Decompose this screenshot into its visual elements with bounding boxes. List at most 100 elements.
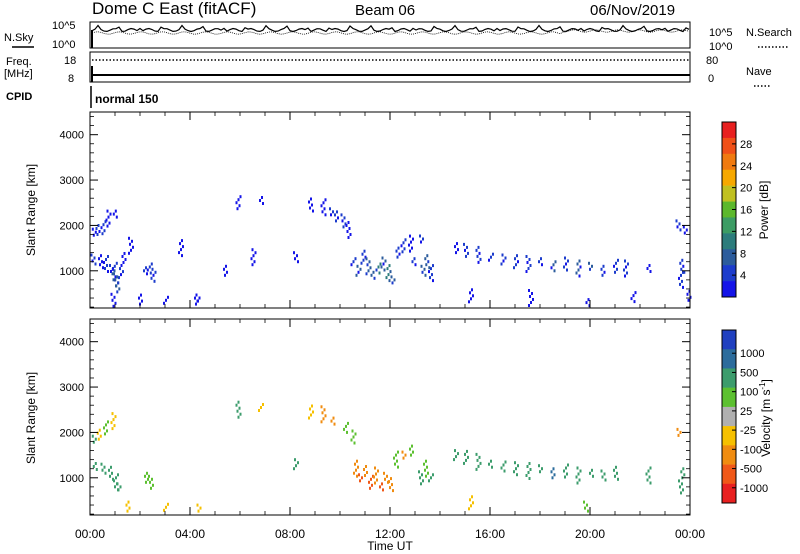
range-gate-cell bbox=[126, 509, 129, 513]
range-gate-cell bbox=[359, 267, 362, 271]
colorbar-swatch bbox=[722, 137, 736, 155]
range-gate-cell bbox=[107, 270, 109, 273]
range-gate-cell bbox=[102, 223, 105, 227]
range-gate-cell bbox=[123, 252, 126, 255]
range-gate-cell bbox=[550, 266, 553, 270]
y-tick-label: 2000 bbox=[60, 220, 84, 232]
range-gate-cell bbox=[366, 471, 368, 474]
range-gate-cell bbox=[430, 267, 432, 271]
range-gate-cell bbox=[514, 461, 516, 465]
range-gate-cell bbox=[114, 209, 117, 213]
range-gate-cell bbox=[538, 260, 540, 264]
range-gate-cell bbox=[167, 295, 169, 299]
range-gate-cell bbox=[374, 481, 376, 485]
range-gate-cell bbox=[310, 197, 312, 201]
range-gate-cell bbox=[293, 467, 295, 471]
x-tick-label: 04:00 bbox=[175, 527, 205, 541]
nsky-label: N.Sky bbox=[4, 32, 34, 44]
colorbar-swatch bbox=[722, 368, 736, 388]
range-gate-cell bbox=[129, 242, 131, 246]
range-gate-cell bbox=[309, 407, 311, 411]
range-gate-cell bbox=[583, 500, 585, 504]
range-gate-cell bbox=[110, 465, 112, 469]
range-gate-cell bbox=[122, 270, 124, 274]
range-gate-cell bbox=[237, 415, 240, 419]
range-gate-cell bbox=[646, 478, 649, 482]
range-gate-cell bbox=[488, 258, 490, 262]
range-gate-cell bbox=[429, 276, 431, 280]
range-gate-cell bbox=[152, 273, 155, 277]
range-gate-cell bbox=[500, 262, 503, 266]
range-gate-cell bbox=[357, 465, 359, 469]
range-gate-cell bbox=[373, 475, 375, 479]
range-gate-cell bbox=[355, 468, 357, 472]
range-gate-cell bbox=[90, 253, 93, 257]
range-gate-cell bbox=[475, 452, 478, 456]
range-gate-cell bbox=[332, 210, 334, 214]
range-gate-cell bbox=[513, 266, 515, 270]
range-gate-cell bbox=[312, 410, 314, 414]
range-gate-cell bbox=[97, 224, 100, 227]
range-gate-cell bbox=[563, 469, 565, 473]
range-gate-cell bbox=[464, 248, 466, 252]
colorbar-swatch bbox=[722, 217, 736, 234]
range-gate-cell bbox=[591, 468, 593, 472]
range-gate-cell bbox=[148, 474, 150, 478]
range-gate-cell bbox=[552, 263, 555, 267]
range-gate-cell bbox=[259, 199, 261, 202]
range-gate-cell bbox=[115, 284, 118, 288]
range-gate-cell bbox=[297, 260, 299, 264]
range-gate-cell bbox=[346, 430, 348, 434]
range-gate-cell bbox=[397, 465, 399, 469]
range-gate-cell bbox=[151, 477, 153, 481]
range-gate-cell bbox=[138, 296, 140, 300]
range-gate-cell bbox=[431, 273, 433, 277]
range-gate-cell bbox=[616, 267, 618, 271]
velocity-axes: 1000 2000 3000 4000 bbox=[60, 319, 691, 515]
range-gate-cell bbox=[113, 295, 116, 299]
range-gate-cell bbox=[578, 259, 581, 263]
range-gate-cell bbox=[647, 469, 650, 473]
range-gate-cell bbox=[381, 256, 384, 260]
range-gate-cell bbox=[369, 266, 372, 270]
range-gate-cell bbox=[683, 270, 686, 274]
range-gate-cell bbox=[687, 298, 690, 302]
range-gate-cell bbox=[122, 261, 125, 264]
range-gate-cell bbox=[616, 471, 618, 475]
range-gate-cell bbox=[565, 466, 567, 470]
range-gate-cell bbox=[144, 474, 146, 478]
range-gate-cell bbox=[110, 292, 113, 296]
range-gate-cell bbox=[262, 403, 264, 406]
range-gate-cell bbox=[683, 231, 686, 235]
range-gate-cell bbox=[112, 212, 115, 216]
x-axis-label: Time UT bbox=[367, 539, 413, 553]
range-gate-cell bbox=[393, 456, 395, 460]
range-gate-cell bbox=[103, 229, 106, 233]
range-gate-cell bbox=[531, 292, 533, 295]
colorbar-swatch bbox=[722, 349, 736, 369]
range-gate-cell bbox=[131, 239, 133, 243]
range-gate-cell bbox=[147, 477, 149, 481]
range-gate-cell bbox=[113, 479, 115, 483]
range-gate-cell bbox=[432, 279, 434, 283]
range-gate-cell bbox=[92, 465, 95, 468]
range-gate-cell bbox=[589, 267, 591, 271]
range-gate-cell bbox=[410, 240, 412, 244]
range-gate-cell bbox=[589, 471, 591, 475]
range-gate-cell bbox=[356, 264, 359, 268]
range-gate-cell bbox=[685, 228, 688, 232]
colorbar-tick-label: 16 bbox=[740, 205, 752, 217]
range-gate-cell bbox=[103, 426, 105, 430]
range-gate-cell bbox=[235, 201, 238, 205]
range-gate-cell bbox=[579, 469, 582, 473]
range-gate-cell bbox=[526, 261, 529, 264]
range-gate-cell bbox=[382, 262, 385, 266]
range-gate-cell bbox=[342, 225, 345, 229]
range-gate-cell bbox=[120, 264, 123, 267]
range-gate-cell bbox=[682, 488, 684, 492]
range-gate-cell bbox=[550, 470, 553, 474]
range-gate-cell bbox=[132, 245, 134, 249]
range-gate-cell bbox=[253, 260, 256, 264]
range-gate-cell bbox=[529, 468, 532, 471]
